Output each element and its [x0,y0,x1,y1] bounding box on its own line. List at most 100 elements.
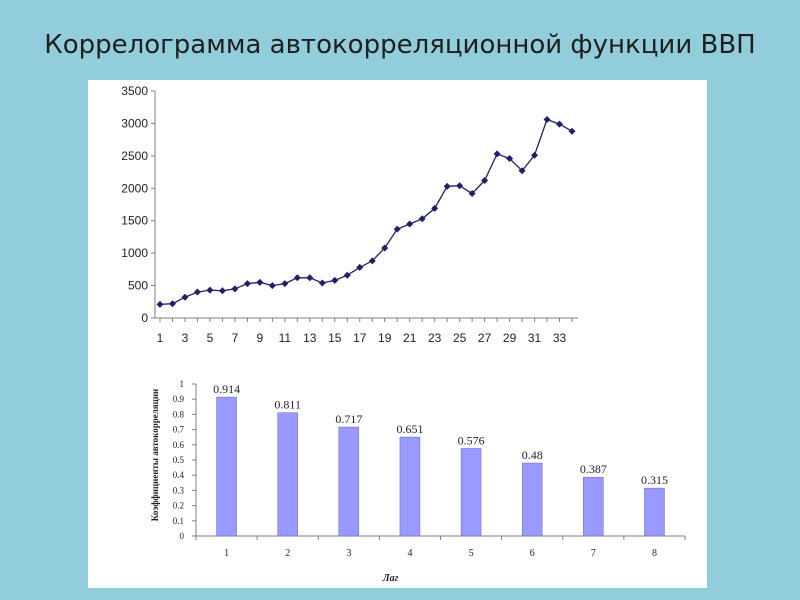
bar [399,436,421,537]
x-tick-label: 7 [591,548,596,559]
x-tick-label: 15 [328,331,342,345]
bar [583,476,604,537]
slide-title: Коррелограмма автокорреляционной функции… [44,30,756,60]
y-tick-label: 0.7 [173,425,185,435]
data-point [406,220,414,228]
x-tick-label: 4 [407,548,412,559]
bar-value-label: 0.387 [580,462,607,476]
data-point [293,274,301,282]
x-tick-label: 8 [652,548,657,559]
data-point [456,182,464,190]
y-tick-label: 0.8 [173,409,185,419]
data-point [218,287,226,295]
data-point [431,204,439,212]
data-point [568,127,576,135]
bar [460,448,482,537]
data-point [543,116,551,124]
data-point [243,280,251,288]
data-point [306,274,314,282]
y-tick-label: 1000 [121,246,148,260]
bar-value-label: 0.914 [213,382,240,396]
y-tick-label: 0.3 [173,485,185,495]
data-point [231,285,239,293]
x-tick-label: 1 [224,548,229,559]
x-tick-label: 3 [346,548,351,559]
bar-value-label: 0.811 [274,398,301,412]
data-point [481,177,489,185]
data-point [343,271,351,279]
data-point [256,278,264,286]
y-tick-label: 1500 [121,214,148,228]
x-tick-label: 31 [528,331,542,345]
y-axis-label: Коэффициенты автокорреляции [150,389,160,521]
data-point [181,293,189,301]
data-point [418,215,426,223]
chart-panel: 0 500 1000 1500 2000 2500 3000 3500 1 3 5 7 9 11 13 15 1… [88,80,707,588]
y-tick-label: 0.5 [173,455,185,465]
data-point [468,189,476,197]
y-tick-label: 0 [180,531,185,541]
y-tick-label: 2000 [121,181,148,195]
x-tick-label: 5 [207,331,214,345]
x-tick-label: 3 [182,331,189,345]
x-tick-label: 2 [285,548,290,559]
data-point [193,288,201,296]
x-tick-label: 11 [279,331,292,345]
x-tick-label: 25 [453,331,467,345]
y-tick-label: 0.1 [173,516,184,526]
data-point [518,167,526,175]
bar [521,462,543,537]
data-point [493,150,501,158]
x-tick-label: 29 [503,331,517,345]
y-tick-label: 0 [141,311,148,325]
y-tick-label: 1 [180,379,185,389]
data-point [281,280,289,288]
data-point [268,282,276,290]
x-tick-label: 13 [303,331,317,345]
bar [216,396,237,537]
y-tick-label: 2500 [121,149,148,163]
data-point [556,120,564,128]
data-point [168,300,176,308]
x-axis-label: Лаг [382,573,399,584]
x-tick-label: 6 [530,548,535,559]
data-point [206,286,214,294]
x-tick-label: 17 [353,331,367,345]
data-point [331,276,339,284]
bar-value-label: 0.48 [522,448,543,462]
y-tick-label: 0.6 [173,440,185,450]
y-tick-label: 0.2 [173,501,184,511]
x-tick-label: 27 [478,331,492,345]
x-tick-label: 5 [469,548,474,559]
bar-value-label: 0.717 [335,412,362,426]
data-point [356,263,364,271]
y-tick-label: 500 [128,279,148,293]
y-tick-label: 3000 [121,116,148,130]
x-tick-label: 33 [553,331,567,345]
data-point [506,154,514,162]
x-tick-label: 19 [378,331,392,345]
bar [644,487,665,537]
data-point [531,151,539,159]
x-tick-label: 1 [157,331,164,345]
data-point [156,300,164,308]
bar-value-label: 0.576 [458,433,485,447]
bar [338,426,360,537]
data-point [381,244,389,252]
y-tick-label: 0.9 [173,394,185,404]
data-point [318,279,326,287]
data-point [368,257,376,265]
x-tick-label: 23 [428,331,442,345]
x-tick-label: 9 [257,331,264,345]
series-line [159,118,573,306]
bar-value-label: 0.651 [396,422,423,436]
bar [277,412,298,537]
acf-bar-chart: 0 0.1 0.2 0.3 0.4 0.5 0.6 0.7 0.8 0.9 1 0.914 1 0.811… [150,379,686,584]
y-tick-label: 0.4 [173,470,185,480]
x-tick-label: 7 [232,331,239,345]
bar-value-label: 0.315 [641,473,668,487]
y-tick-label: 3500 [121,84,148,98]
data-point [443,182,451,190]
x-tick-label: 21 [403,331,417,345]
